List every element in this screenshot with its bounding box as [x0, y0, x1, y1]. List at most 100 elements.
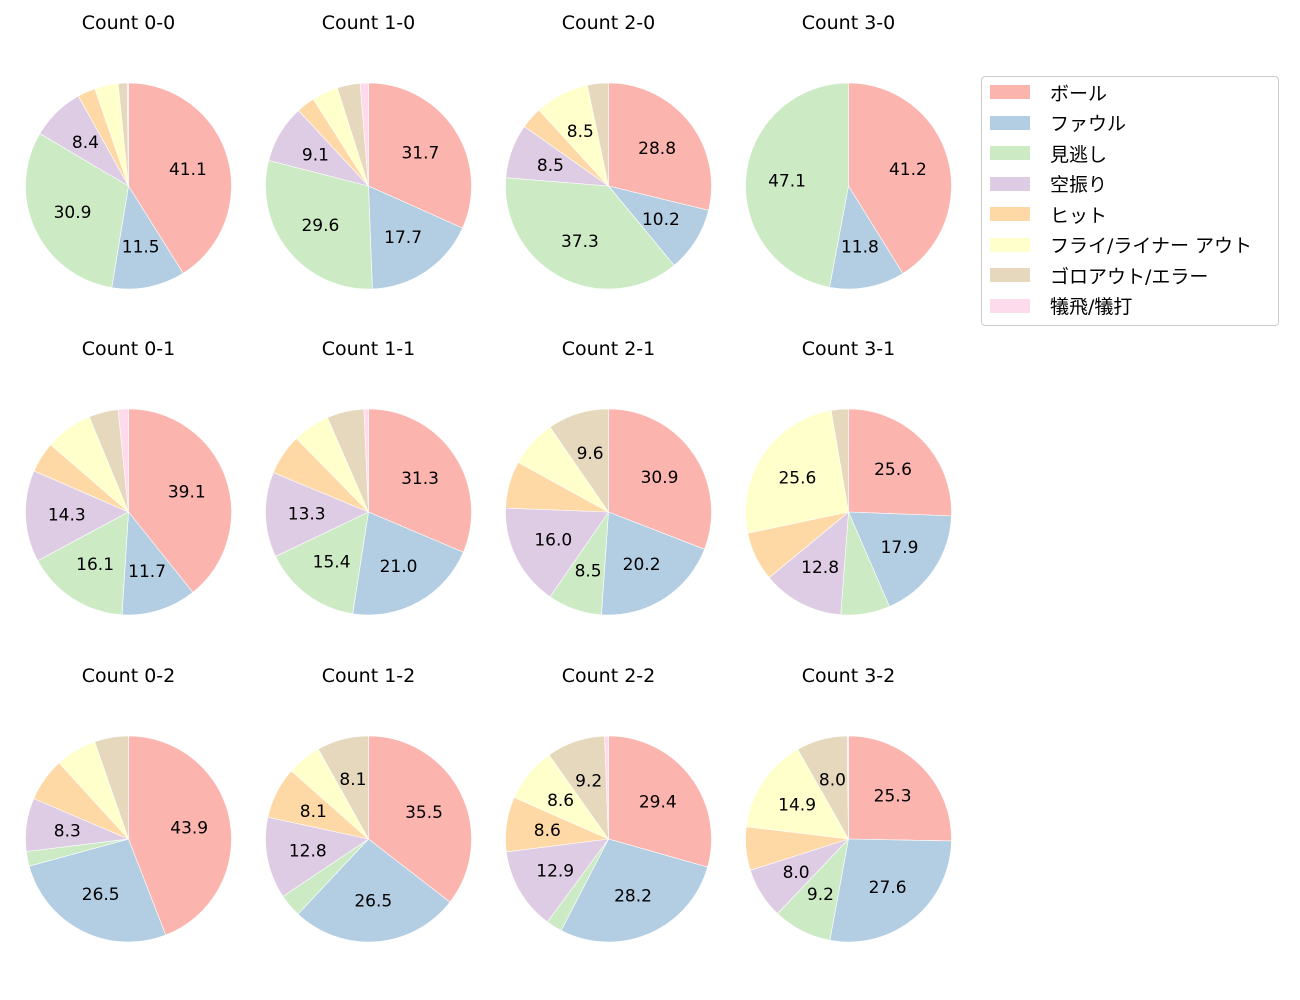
legend-swatch-hit	[990, 207, 1030, 221]
legend-swatch-foul	[990, 115, 1030, 130]
pie-slice	[275, 511, 369, 615]
legend-item-swinging-strike: 空振り	[990, 173, 1108, 196]
pie-slice	[848, 408, 952, 517]
slice-value-label: 8.1	[300, 802, 327, 822]
pie-slice	[505, 507, 610, 598]
pie-slice	[848, 735, 952, 842]
slice-value-label: 41.2	[889, 160, 927, 180]
pie-slice	[608, 408, 712, 550]
slice-value-label: 8.6	[547, 791, 574, 811]
pie-title: Count 1-2	[322, 665, 416, 687]
legend-item-called-strike: 見逃し	[990, 142, 1108, 166]
slice-value-label: 12.8	[289, 842, 327, 862]
pie-title: Count 0-2	[82, 665, 176, 687]
pie-slice	[745, 748, 850, 840]
pie-slice	[25, 470, 130, 562]
pie-chart-3: Count 2-0 28.8 10.2 37.3 8.58.5	[505, 12, 712, 290]
pie-chart-7: Count 2-1 30.9 20.2 8.516.0 9.6	[505, 338, 712, 616]
legend-item-sacrifice: 犠飛/犠打	[990, 295, 1132, 318]
pie-slice	[830, 408, 849, 513]
legend-item-hit: ヒット	[990, 203, 1108, 227]
slice-value-label: 8.6	[534, 821, 561, 841]
pie-slice	[359, 82, 369, 187]
pie-slice	[848, 511, 952, 607]
pie-slice	[265, 160, 373, 290]
slice-value-label: 16.1	[76, 555, 114, 575]
legend-label-foul: ファウル	[1050, 113, 1127, 135]
slice-value-label: 25.3	[874, 787, 912, 807]
slice-value-label: 10.2	[642, 210, 680, 230]
pie-title: Count 0-0	[82, 12, 176, 34]
slice-value-label: 8.0	[783, 863, 810, 883]
pie-slice	[560, 838, 708, 943]
legend-label-called-strike: 見逃し	[1050, 143, 1108, 166]
pie-slice	[117, 408, 129, 513]
slice-value-label: 29.6	[301, 216, 339, 236]
pie-slice	[128, 735, 232, 936]
slice-value-label: 43.9	[170, 819, 208, 839]
legend-label-swinging-strike: 空振り	[1050, 174, 1108, 196]
pie-slice	[586, 82, 609, 187]
slice-value-label: 11.8	[841, 238, 879, 258]
slice-value-label: 11.7	[128, 562, 166, 582]
slice-value-label: 8.5	[537, 156, 564, 176]
pie-slice	[317, 735, 369, 841]
chart-legend: ボール ファウル 見逃し 空振り ヒット フライ/ライナー アウト ゴロアウト/…	[981, 76, 1279, 326]
slice-value-label: 9.6	[577, 444, 604, 464]
slice-value-label: 8.3	[54, 821, 81, 841]
slice-value-label: 12.9	[536, 861, 574, 881]
slice-value-label: 41.1	[169, 160, 207, 180]
slice-value-label: 25.6	[874, 460, 912, 480]
slice-value-label: 8.0	[819, 770, 846, 790]
slice-value-label: 29.4	[639, 793, 677, 813]
pie-slice	[352, 511, 464, 616]
slice-value-label: 14.9	[778, 796, 816, 816]
slice-value-label: 28.8	[638, 139, 676, 159]
pie-slice	[608, 82, 712, 211]
pie-slice	[601, 511, 705, 616]
pie-title: Count 3-1	[802, 338, 896, 360]
pie-chart-12: Count 3-225.327.69.28.014.98.0	[745, 665, 952, 943]
slice-value-label: 17.9	[881, 538, 919, 558]
slice-value-label: 12.8	[801, 558, 839, 578]
legend-item-ball: ボール	[990, 81, 1107, 105]
pie-chart-4: Count 3-0 41.2 11.8 47.1	[745, 12, 952, 290]
slice-value-label: 9.2	[575, 772, 602, 792]
pie-slice	[505, 838, 610, 923]
legend-label-fly-liner-out: フライ/ライナー アウト	[1050, 235, 1253, 257]
pie-slice	[846, 735, 849, 840]
pie-title: Count 0-1	[82, 338, 176, 360]
pie-slice	[829, 185, 904, 290]
legend-label-hit: ヒット	[1050, 204, 1108, 227]
slice-value-label: 8.5	[575, 561, 602, 581]
pie-title: Count 1-1	[322, 338, 416, 360]
pie-slice	[604, 735, 609, 840]
slice-value-label: 17.7	[384, 228, 422, 248]
pie-slice	[265, 816, 370, 897]
slice-value-label: 47.1	[768, 171, 806, 191]
pie-slice	[368, 408, 472, 553]
pie-slice	[94, 735, 129, 840]
slice-value-label: 8.1	[339, 770, 366, 790]
pie-slice	[265, 472, 370, 557]
pie-chart-11: Count 2-229.428.212.98.68.69.2	[505, 665, 712, 943]
slice-value-label: 21.0	[380, 557, 418, 577]
legend-item-ground-out-error: ゴロアウト/エラー	[990, 264, 1208, 288]
pie-slice	[829, 838, 952, 943]
slice-value-label: 39.1	[168, 483, 206, 503]
legend-swatch-ground-out-error	[990, 268, 1030, 282]
pie-chart-5: Count 0-1 39.1 11.7 16.1 14.3	[25, 338, 232, 616]
slice-value-label: 26.5	[82, 885, 120, 905]
slice-value-label: 28.2	[614, 887, 652, 907]
slice-value-label: 16.0	[534, 531, 572, 551]
slice-value-label: 30.9	[54, 203, 92, 223]
slice-value-label: 25.6	[778, 468, 816, 488]
pie-slice	[111, 185, 184, 290]
slice-value-label: 8.5	[567, 122, 594, 142]
slice-value-label: 14.3	[48, 506, 86, 526]
slice-value-label: 30.9	[641, 468, 679, 488]
pie-slice	[368, 735, 472, 903]
pie-slice	[745, 82, 849, 288]
pie-slice	[128, 82, 232, 274]
